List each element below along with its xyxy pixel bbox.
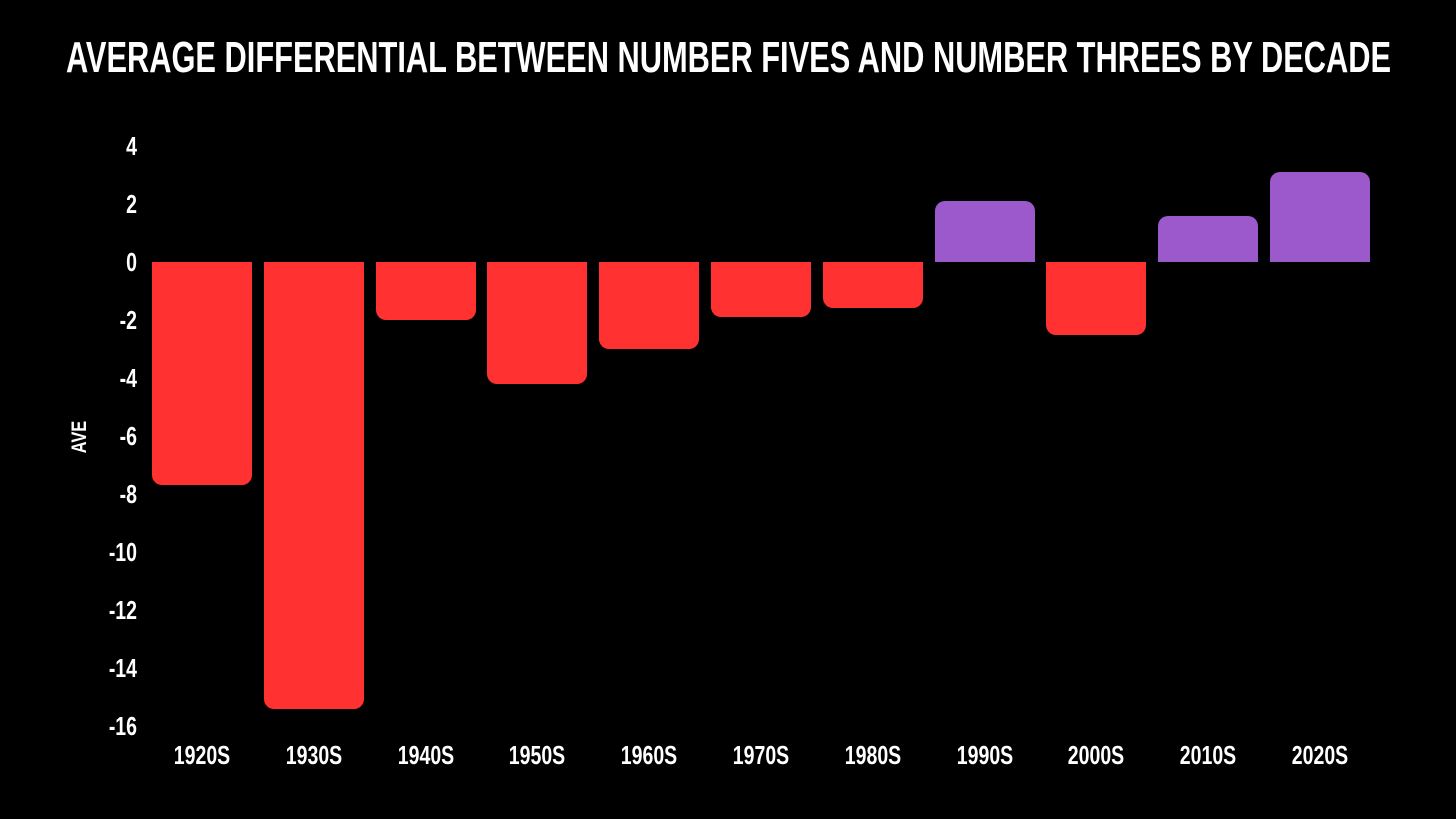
x-tick-label-2000s: 2000S: [1068, 740, 1125, 770]
x-tick-label-2010s: 2010S: [1179, 740, 1237, 770]
bar-1990s: [934, 201, 1035, 262]
y-tick-label: -12: [108, 595, 137, 625]
x-tick-label-1960s: 1960S: [620, 740, 678, 770]
bar-1930s: [263, 262, 364, 709]
x-tick-label-1990s: 1990S: [956, 740, 1013, 770]
x-tick-label-1980s: 1980S: [844, 740, 901, 770]
y-tick-label: 2: [126, 189, 137, 219]
bar-1940s: [375, 262, 476, 320]
bar-1950s: [487, 262, 588, 384]
bar-1980s: [822, 262, 923, 309]
bar-2010s: [1158, 215, 1259, 262]
bar-2020s: [1270, 172, 1370, 262]
y-tick-label: -2: [119, 305, 137, 335]
x-tick-label-1970s: 1970S: [732, 740, 790, 770]
chart-title-row: AVERAGE DIFFERENTIAL BETWEEN NUMBER FIVE…: [0, 33, 1456, 82]
y-tick-label: 0: [126, 247, 137, 277]
x-tick-label-1950s: 1950S: [509, 740, 566, 770]
y-tick-label: -16: [108, 711, 137, 741]
y-tick-label: 4: [126, 131, 137, 161]
x-tick-label-1940s: 1940S: [397, 740, 454, 770]
y-tick-label: -4: [119, 363, 137, 393]
chart-title: AVERAGE DIFFERENTIAL BETWEEN NUMBER FIVE…: [65, 33, 1391, 82]
bar-1960s: [599, 262, 700, 349]
y-tick-label: -14: [108, 653, 137, 683]
y-tick-label: -8: [119, 479, 137, 509]
bar-2000s: [1046, 262, 1147, 335]
x-tick-label-2020s: 2020S: [1291, 740, 1349, 770]
y-tick-label: -6: [119, 421, 137, 451]
x-tick-label-1920s: 1920S: [173, 740, 231, 770]
bar-1920s: [152, 262, 252, 486]
x-tick-label-1930s: 1930S: [285, 740, 342, 770]
y-tick-label: -10: [108, 537, 137, 567]
bar-1970s: [711, 262, 811, 318]
